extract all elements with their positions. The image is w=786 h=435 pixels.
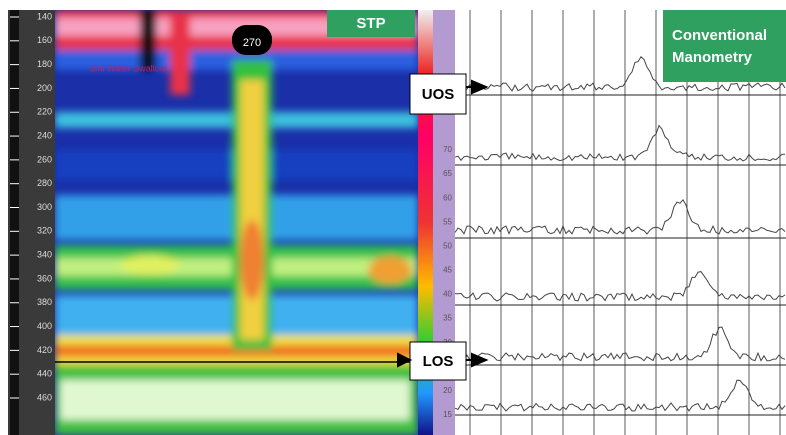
y-tick-label: 340	[37, 250, 52, 260]
uos-box	[409, 73, 467, 115]
swallow-label: 5ml Water Swallow	[90, 63, 167, 73]
los-box	[409, 341, 467, 381]
uos-label: UOS	[422, 86, 455, 103]
pressure-trace	[454, 326, 786, 362]
pressure-trace	[454, 56, 786, 92]
y-tick-label: 140	[37, 11, 52, 21]
pressure-trace	[454, 379, 786, 412]
y-tick-label: 180	[37, 59, 52, 69]
uos-arrow	[466, 79, 489, 95]
los-arrows	[397, 352, 489, 368]
pressure-trace	[454, 198, 786, 235]
pressure-trace	[454, 271, 786, 302]
y-tick-label: 200	[37, 83, 52, 93]
color-scale-label: 70	[443, 145, 452, 154]
y-tick-label: 300	[37, 202, 52, 212]
color-scale-strip	[433, 10, 455, 435]
pressure-trace	[454, 124, 786, 162]
color-scale-label: 40	[443, 290, 452, 299]
conventional-box	[663, 10, 786, 82]
color-scale-label: 50	[443, 241, 452, 250]
y-tick-label: 260	[37, 154, 52, 164]
color-bar	[418, 10, 433, 435]
y-tick-label: 280	[37, 178, 52, 188]
los-label: LOS	[423, 353, 454, 370]
y-tick-label: 220	[37, 107, 52, 117]
axis-scale	[10, 10, 19, 435]
y-tick-label: 460	[37, 392, 52, 402]
color-scale-label: 20	[443, 386, 452, 395]
y-tick-label: 360	[37, 273, 52, 283]
y-tick-label: 420	[37, 345, 52, 355]
y-tick-label: 440	[37, 369, 52, 379]
y-tick-label: 320	[37, 226, 52, 236]
conventional-label: Manometry	[672, 49, 753, 66]
y-tick-label: 400	[37, 321, 52, 331]
color-scale-label: 55	[443, 217, 452, 226]
stp-box	[327, 10, 415, 37]
stp-label: STP	[356, 15, 385, 32]
conventional-label: Conventional	[672, 27, 767, 44]
color-scale-label: 15	[443, 410, 452, 419]
color-scale-label: 60	[443, 193, 452, 202]
heatmap	[55, 10, 418, 435]
color-scale-label: 45	[443, 266, 452, 275]
y-tick-label: 160	[37, 35, 52, 45]
y-tick-label: 380	[37, 297, 52, 307]
y-axis: 140 160 180 200 220 240 260 280 300 320 340 360 380 4…	[10, 11, 52, 402]
color-scale-label: 65	[443, 169, 452, 178]
y-tick-label: 240	[37, 130, 52, 140]
pressure-marker: 270	[243, 37, 261, 49]
color-scale-label: 35	[443, 314, 452, 323]
